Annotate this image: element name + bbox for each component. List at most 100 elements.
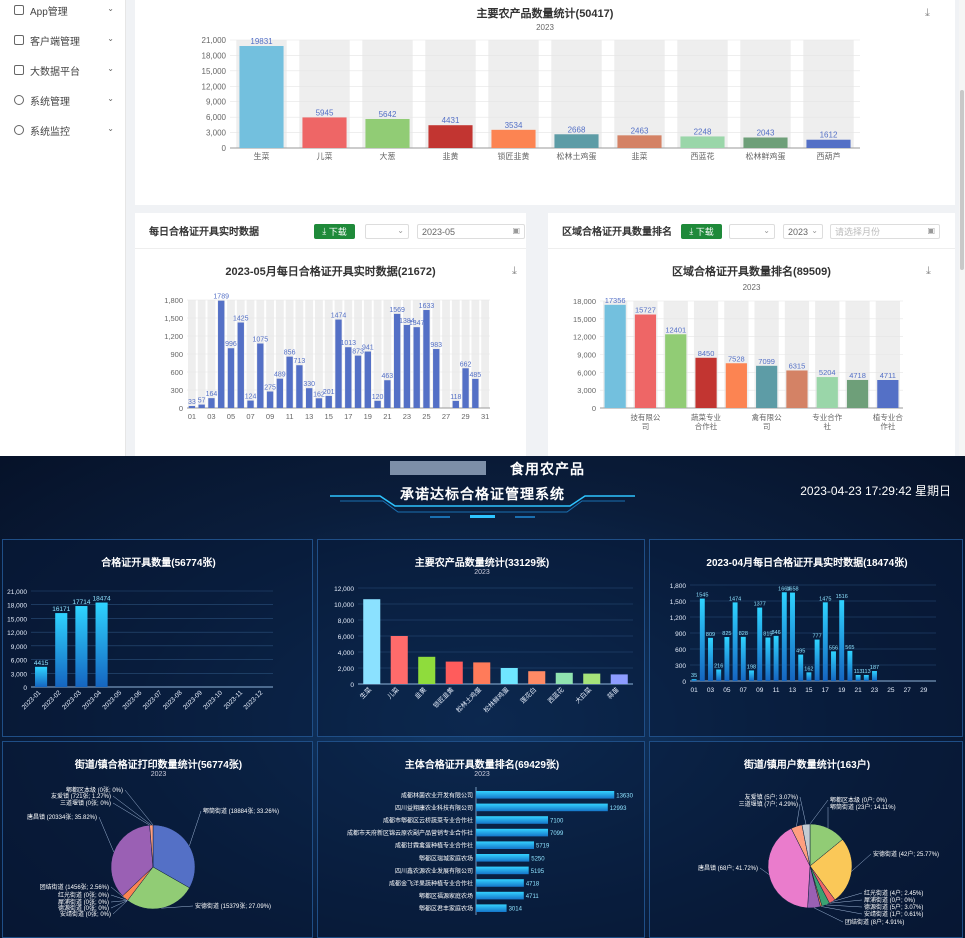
data-label: 1425 [233,316,249,323]
x-tick-label: 09 [266,412,274,421]
scrollbar-thumb[interactable] [960,90,964,270]
chart-bar [831,651,836,681]
data-label: 1474 [729,596,741,602]
chart-title: 区域合格证开具数量排名(89509) [672,266,831,278]
pie-leader [110,900,128,909]
download-icon[interactable]: ⤓ [926,265,931,277]
chart-bar [266,391,274,408]
x-tick-label: 生菜 [358,685,374,701]
month-picker[interactable]: 2023-05 ▣ [417,224,525,239]
chart-bar [500,668,518,684]
issue-bar-chart: 0 3,000 6,000 9,000 12,000 15,000 18,000 21,000… [7,589,273,711]
chart-bar [363,599,381,684]
chart-bar [257,343,264,408]
year-select[interactable]: 2023 ⌄ [783,224,823,239]
chart-bar [315,398,323,408]
x-tick-label: 社 [824,421,832,431]
panel-crops: 主要农产品数量统计(33129张) 2023 0 2,000 4,000 6,000 8… [317,539,645,737]
x-tick-label: 西葫芦 [817,151,841,161]
panel-header: 每日合格证开具实时数据 [135,213,526,249]
data-label: 4718 [526,882,540,888]
chart-bar [740,636,746,681]
sidebar-item-app[interactable]: App管理 ⌄ [0,0,126,25]
x-tick-label: 禽有限公 [752,412,782,422]
data-label: 162 [313,391,325,398]
x-tick-label: 2023-09 [182,689,204,711]
data-label: 1569 [389,307,405,314]
data-label: 124 [245,394,257,401]
chart-bar [476,816,549,824]
x-tick-label: 01 [690,687,698,694]
x-tick-label: 25 [422,412,430,421]
download-button[interactable]: ⤓ 下载 [314,224,355,239]
chevron-down-icon: ⌄ [107,124,114,133]
pie-label: 三道堰镇 (0张; 0%) [60,799,111,807]
type-select[interactable]: ⌄ [729,224,775,239]
chart-bar [716,669,722,681]
y-tick-label: 1,800 [670,583,687,590]
y-tick-label: 1,200 [164,332,183,341]
chart-bar [743,137,788,148]
chevron-down-icon: ⌄ [763,226,770,235]
type-select[interactable]: ⌄ [365,224,409,239]
x-tick-label: 09 [756,687,764,694]
pie-leader [98,816,115,853]
month-picker[interactable]: 请选择月份 ▣ [830,224,940,239]
data-label: 7099 [758,357,775,366]
y-tick-label: 10,000 [334,602,354,609]
x-tick-label: 松林鲜鸡蛋 [481,685,511,715]
download-button[interactable]: ⤓ 下载 [681,224,722,239]
data-label: 120 [372,394,384,401]
data-label: 2043 [757,128,775,137]
chart-bar [445,661,463,684]
data-label: 1377 [754,602,766,608]
download-icon[interactable]: ⤓ [925,7,930,19]
pie-label: 安德街道 (15379张; 27.09%) [195,902,271,910]
chart-bar [390,636,408,684]
data-label: 1384 [399,318,415,325]
data-label: 1633 [419,303,435,310]
sidebar-item-monitor[interactable]: 系统监控 ⌄ [0,115,126,145]
header-decoration [330,495,635,518]
download-icon[interactable]: ⤓ [512,265,517,277]
pie-leader [112,802,150,826]
pie-label: 友爱镇 (721张; 1.27%) [51,792,111,800]
pie-slice [152,824,196,889]
chart-bar [302,117,347,148]
y-tick-label: 1,500 [164,314,183,323]
users-pie-chart: 郫都区本级 (0户; 0%)郫筒街道 (23户; 14.11%) 安德街道 (42… [698,793,939,926]
pie-label: 德源街道 (5户; 3.07%) [864,903,923,911]
data-label: 187 [870,665,879,671]
chart-band-bg [551,40,602,148]
chart-bar [725,363,747,408]
x-tick-label: 2023-08 [162,689,184,711]
pie-leader [796,803,801,827]
pie-leader [189,810,202,846]
data-label: 565 [845,645,854,651]
x-tick-label: 03 [207,412,215,421]
x-tick-label: 2023-03 [61,689,83,711]
chart-bar [732,602,738,681]
sidebar: App管理 ⌄ 客户端管理 ⌄ 大数据平台 ⌄ 系统管理 ⌄ 系统监控 ⌄ [0,0,126,456]
data-label: 5195 [531,869,545,875]
chart-bar [473,662,491,684]
scrollbar[interactable] [959,0,965,456]
data-label: 3534 [505,121,523,130]
sidebar-item-system[interactable]: 系统管理 ⌄ [0,85,126,115]
data-label: 19831 [250,37,273,46]
pie-label: 郫筒街道 (18884张; 33.26%) [203,807,279,815]
chart-bar [877,379,899,408]
admin-screenshot: App管理 ⌄ 客户端管理 ⌄ 大数据平台 ⌄ 系统管理 ⌄ 系统监控 ⌄ 主要农产品数量… [0,0,965,456]
sidebar-item-client[interactable]: 客户端管理 ⌄ [0,25,126,55]
data-label: 7528 [728,354,745,363]
y-tick-label: 成都林菌农业开发有限公司 [401,791,473,799]
pie-label: 郫都区本级 (0户; 0%) [830,796,887,804]
data-label: 275 [264,385,276,392]
sidebar-item-bigdata[interactable]: 大数据平台 ⌄ [0,55,126,85]
y-tick-label: 9,000 [206,98,227,107]
data-label: 4431 [442,116,460,125]
data-label: 1013 [340,340,356,347]
x-tick-label: 2023-01 [21,689,43,711]
chart-bar [472,378,479,408]
y-tick-label: 3,000 [11,671,28,678]
